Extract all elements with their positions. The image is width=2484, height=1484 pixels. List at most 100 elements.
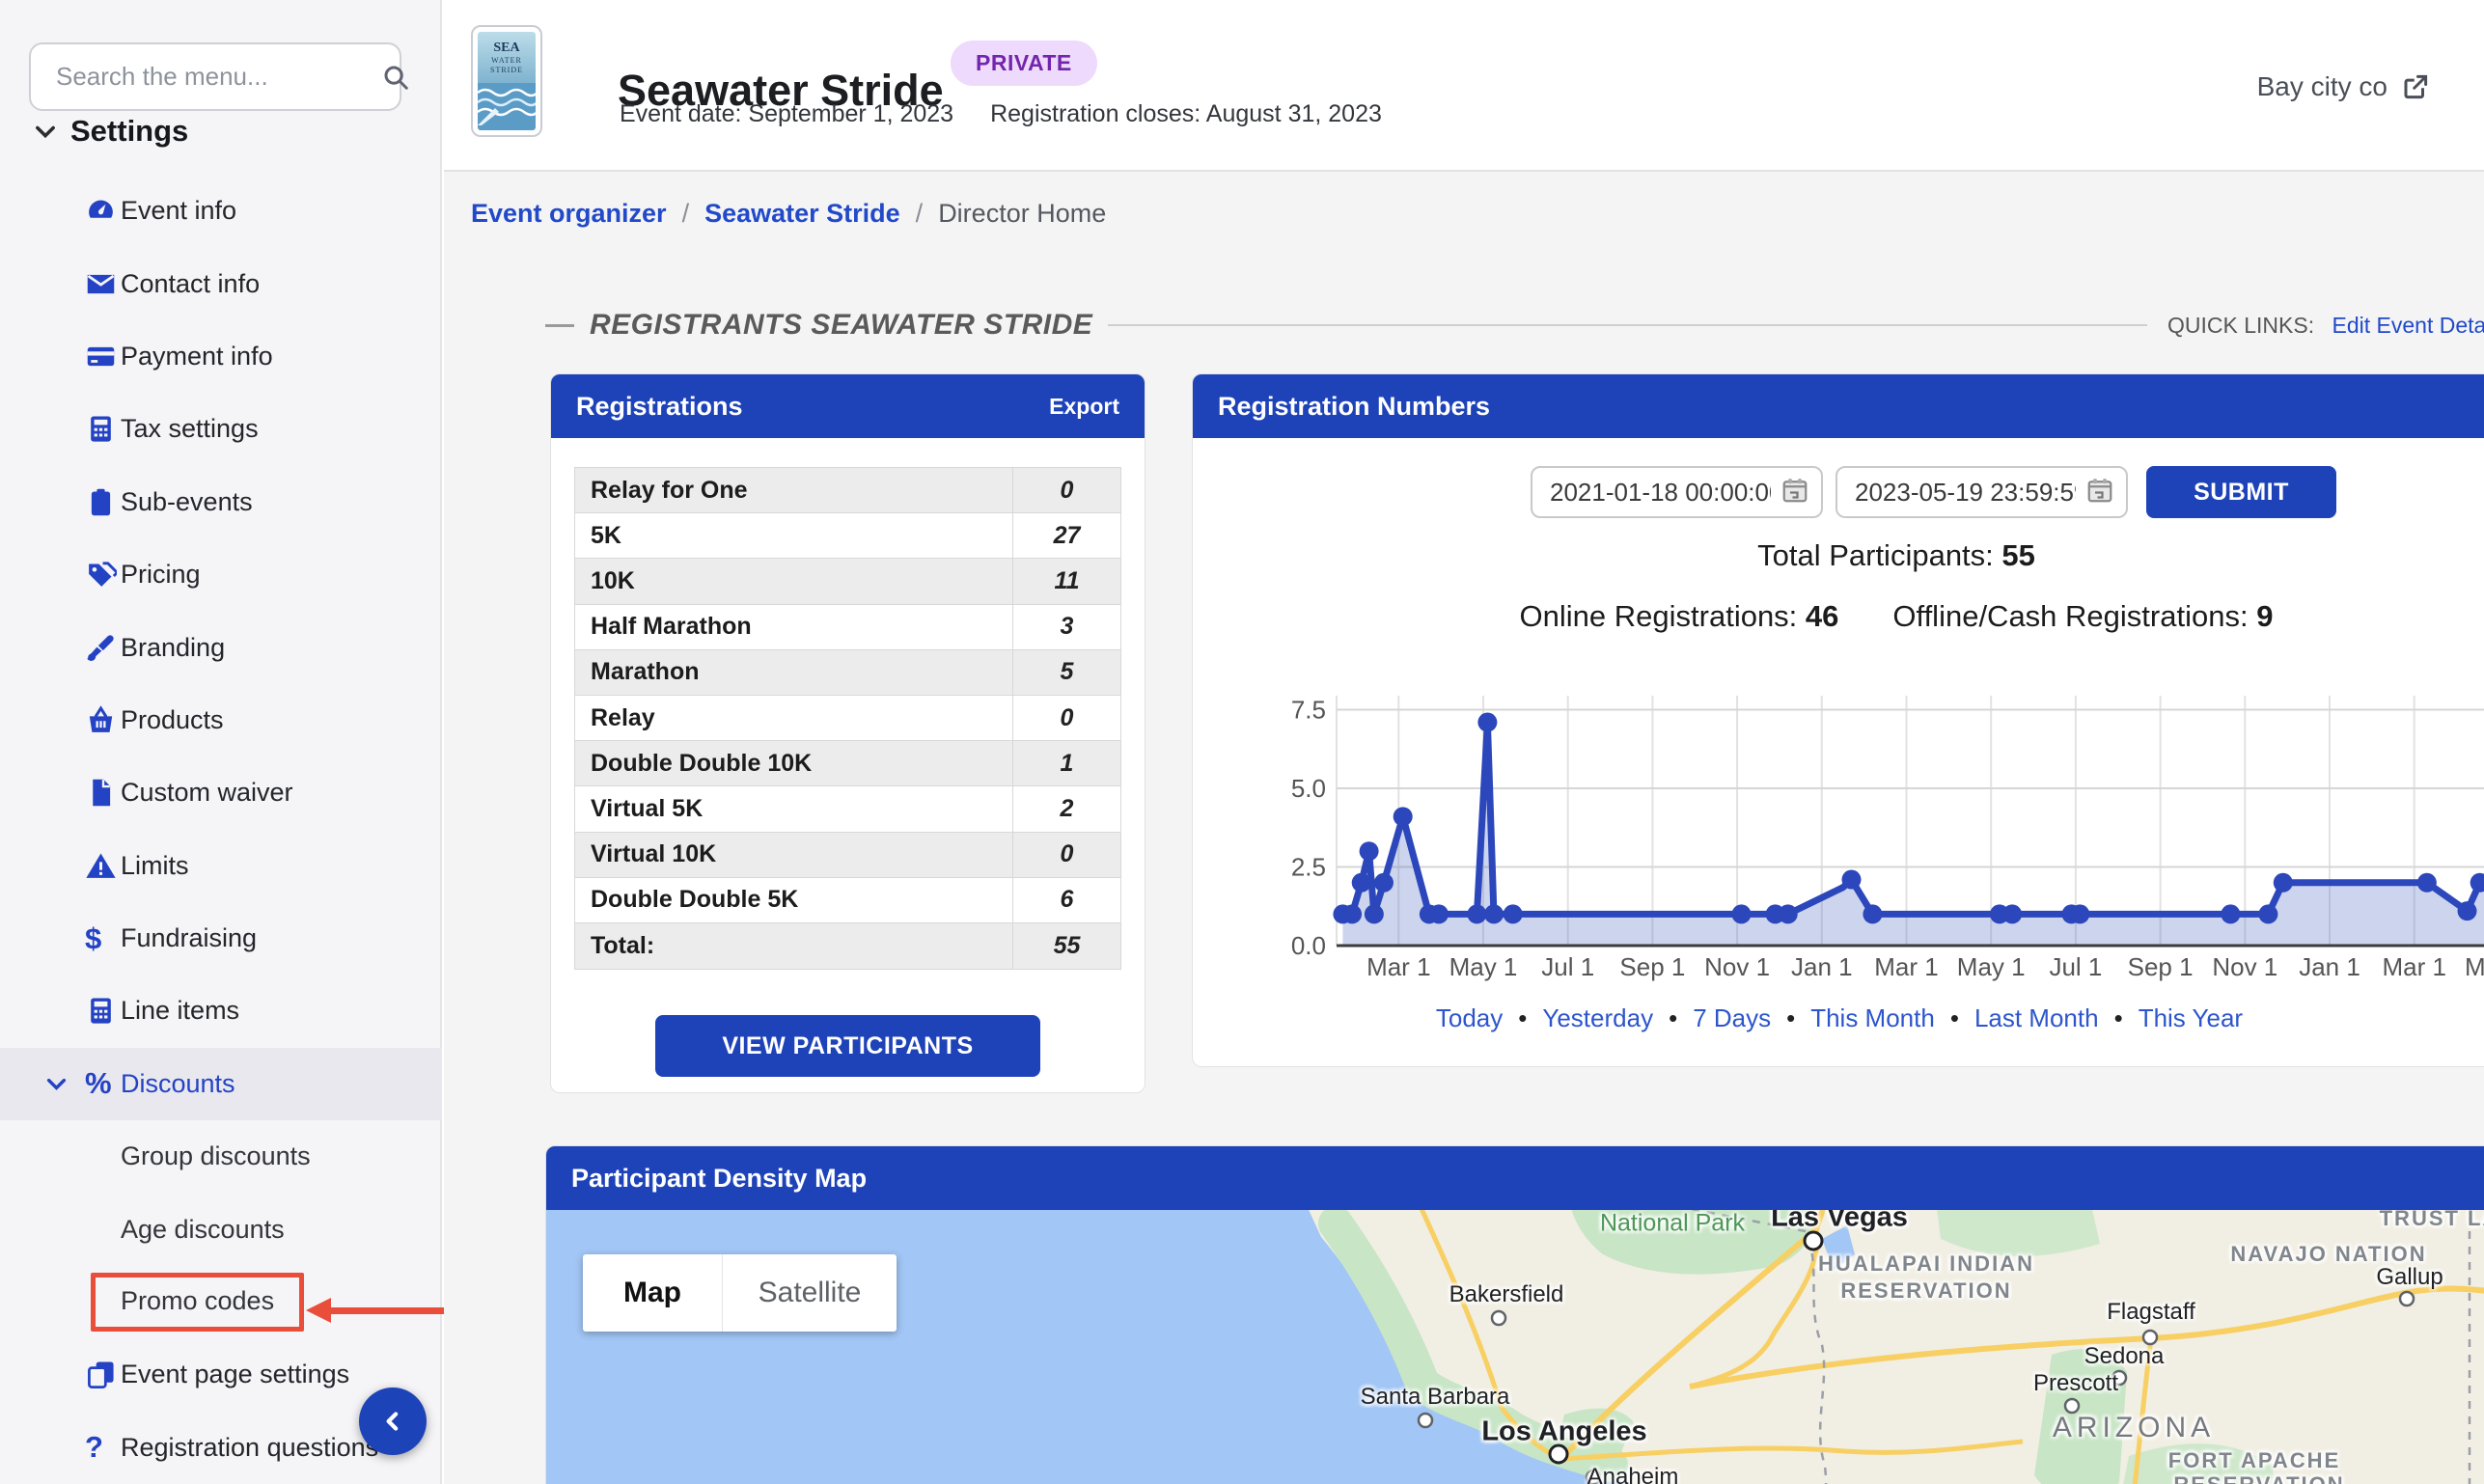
sidebar-item-promo-codes[interactable]: Promo codes: [0, 1266, 442, 1338]
sidebar-item-pricing[interactable]: Pricing: [0, 538, 442, 611]
date-range-links: Today • Yesterday • 7 Days • This Month • Last M…: [1435, 1003, 2244, 1032]
sidebar-item-line-items[interactable]: Line items: [0, 975, 442, 1047]
svg-text:Jul 1: Jul 1: [1541, 952, 1594, 981]
row-value: 11: [1012, 559, 1120, 604]
sidebar-item-label: Products: [121, 704, 224, 734]
quick-link-edit-event[interactable]: Edit Event Details: [2332, 313, 2484, 338]
sidebar-item-products[interactable]: Products: [0, 684, 442, 756]
sidebar-item-discounts[interactable]: % Discounts: [0, 1047, 442, 1121]
export-button[interactable]: Export: [1049, 393, 1119, 419]
table-row: Double Double 5K 6: [575, 877, 1120, 923]
view-participants-button[interactable]: VIEW PARTICIPANTS: [655, 1015, 1040, 1078]
settings-toggle[interactable]: Settings: [32, 114, 188, 149]
sidebar-item-group-discounts[interactable]: Group discounts: [0, 1120, 442, 1193]
organizer-link[interactable]: Bay city co: [2257, 71, 2430, 102]
menu-search[interactable]: [29, 42, 408, 111]
date-from-field[interactable]: [1531, 466, 1823, 518]
sidebar-item-label: Tax settings: [121, 414, 259, 444]
search-icon[interactable]: [381, 63, 410, 92]
sidebar-item-label: Promo codes: [121, 1286, 275, 1316]
range-link-today[interactable]: Today: [1435, 1003, 1504, 1032]
sidebar-item-label: Custom waiver: [121, 778, 293, 808]
range-link-this-year[interactable]: This Year: [2138, 1003, 2244, 1032]
row-label: Marathon: [591, 658, 700, 686]
row-value: 5: [1012, 649, 1120, 695]
section-title: REGISTRANTS SEAWATER STRIDE: [590, 309, 1093, 341]
row-label: Relay: [591, 703, 655, 731]
file-icon: [85, 777, 121, 809]
sidebar-item-age-discounts[interactable]: Age discounts: [0, 1193, 442, 1265]
sidebar-item-label: Payment info: [121, 341, 273, 371]
sidebar-item-limits[interactable]: Limits: [0, 830, 442, 902]
date-to-field[interactable]: [1835, 466, 2128, 518]
section-header: REGISTRANTS SEAWATER STRIDE: [545, 309, 2147, 342]
date-to-input[interactable]: [1853, 476, 2078, 508]
row-value: 1: [1012, 741, 1120, 786]
registrations-split: Online Registrations: 46 Offline/Cash Reg…: [1519, 599, 2274, 633]
search-input[interactable]: [54, 61, 381, 93]
row-label: Half Marathon: [591, 613, 752, 641]
sidebar-item-label: Discounts: [121, 1068, 235, 1098]
breadcrumb-current: Director Home: [938, 199, 1107, 228]
range-link-yesterday[interactable]: Yesterday: [1542, 1003, 1654, 1032]
range-link-7-days[interactable]: 7 Days: [1693, 1003, 1772, 1032]
breadcrumb: Event organizer / Seawater Stride / Director…: [471, 199, 1107, 228]
satellite-view-button[interactable]: Satellite: [758, 1277, 862, 1308]
clipboard-icon: [85, 486, 121, 518]
sidebar-item-sub-events[interactable]: Sub-events: [0, 466, 442, 538]
event-date: Event date: September 1, 2023: [620, 100, 954, 127]
map[interactable]: National Park Las Vegas HUALAPAI INDIAN RES…: [546, 1210, 2484, 1484]
breadcrumb-link-seawater-stride[interactable]: Seawater Stride: [704, 199, 900, 228]
table-row: 5K 27: [575, 513, 1120, 560]
total-participants: Total Participants: 55: [1757, 538, 2035, 572]
table-row: Total: 55: [575, 922, 1120, 970]
row-value: 0: [1012, 832, 1120, 877]
basket-icon: [85, 704, 121, 736]
annotation-highlight-box: Promo codes: [91, 1273, 305, 1333]
brush-icon: [85, 632, 121, 664]
sidebar-item-branding[interactable]: Branding: [0, 611, 442, 683]
sidebar-item-event-info[interactable]: Event info: [0, 175, 442, 247]
row-label: Double Double 10K: [591, 749, 813, 777]
sidebar-item-registration-questions[interactable]: ? Registration questions: [0, 1412, 442, 1484]
row-label: Virtual 10K: [591, 840, 717, 868]
sidebar-item-event-page-settings[interactable]: Event page settings: [0, 1338, 442, 1411]
sidebar-item-contact-info[interactable]: Contact info: [0, 247, 442, 319]
sidebar-item-label: Age discounts: [121, 1214, 285, 1244]
svg-text:Nov 1: Nov 1: [1704, 952, 1770, 981]
row-label: 10K: [591, 566, 635, 594]
breadcrumb-link-event-organizer[interactable]: Event organizer: [471, 199, 667, 228]
gauge-icon: [85, 195, 121, 227]
settings-label: Settings: [70, 114, 189, 148]
calculator-icon: [85, 995, 121, 1027]
collapse-sidebar-button[interactable]: [359, 1388, 427, 1455]
svg-text:Mar 1: Mar 1: [2382, 952, 2445, 981]
registration-closes: Registration closes: August 31, 2023: [990, 100, 1382, 127]
registration-numbers-title: Registration Numbers: [1218, 391, 1491, 421]
sidebar-item-label: Event page settings: [121, 1360, 350, 1389]
submit-button[interactable]: SUBMIT: [2146, 466, 2336, 518]
sidebar-item-custom-waiver[interactable]: Custom waiver: [0, 756, 442, 829]
calendar-icon[interactable]: [1780, 476, 1809, 509]
sidebar-item-payment-info[interactable]: Payment info: [0, 320, 442, 393]
row-value: 0: [1012, 695, 1120, 741]
calendar-icon[interactable]: [2085, 476, 2114, 509]
row-label: Relay for One: [591, 476, 748, 504]
date-from-input[interactable]: [1548, 476, 1773, 508]
table-row: Relay 0: [575, 695, 1120, 742]
sidebar-item-label: Event info: [121, 196, 237, 226]
svg-text:Mar 1: Mar 1: [1366, 952, 1430, 981]
registrations-chart: 0.0 2.5 5.0 7.5 Mar 1 May 1 Jul 1 Sep 1 Nov 1 Jan…: [1193, 678, 2484, 997]
registrations-title: Registrations: [576, 391, 743, 421]
row-label: Double Double 5K: [591, 886, 799, 914]
table-row: Virtual 10K 0: [575, 832, 1120, 878]
range-link-last-month[interactable]: Last Month: [1973, 1003, 2099, 1032]
event-meta: Event date: September 1, 2023 Registrati…: [620, 100, 1382, 128]
map-view-button[interactable]: Map: [583, 1254, 723, 1332]
chevron-down-icon: [32, 118, 59, 145]
sidebar-item-tax-settings[interactable]: Tax settings: [0, 393, 442, 465]
row-value: 6: [1012, 877, 1120, 922]
range-link-this-month[interactable]: This Month: [1810, 1003, 1935, 1032]
sidebar-item-fundraising[interactable]: $ Fundraising: [0, 902, 442, 975]
